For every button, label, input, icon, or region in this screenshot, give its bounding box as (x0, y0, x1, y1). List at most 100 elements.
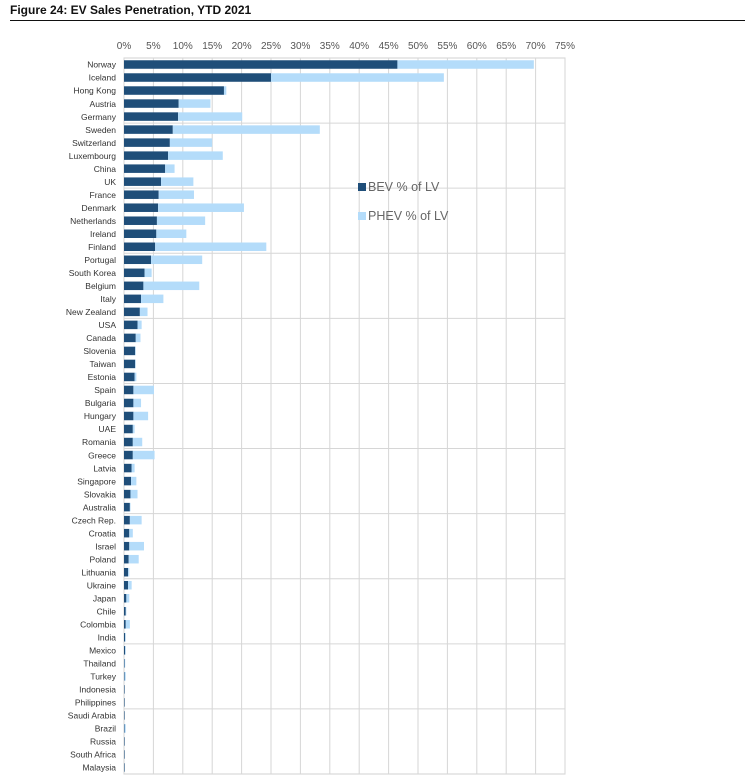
bar-bev-of-lv-indonesia (124, 685, 125, 694)
bar-bev-of-lv-netherlands (124, 216, 157, 225)
bar-bev-of-lv-malaysia (124, 763, 125, 772)
category-label-malaysia: Malaysia (82, 763, 116, 773)
category-label-australia: Australia (83, 502, 116, 512)
bar-phev-of-lv-ukraine (128, 580, 132, 590)
bar-phev-of-lv-switzerland (169, 138, 213, 147)
category-label-ireland: Ireland (90, 229, 116, 239)
bar-phev-of-lv-uk (161, 177, 194, 186)
x-tick-label-45: 45% (379, 41, 399, 52)
bar-bev-of-lv-hungary (124, 411, 134, 421)
bar-bev-of-lv-austria (124, 99, 179, 108)
category-label-netherlands: Netherlands (70, 216, 116, 226)
bar-phev-of-lv-india (125, 633, 126, 642)
bar-bev-of-lv-france (124, 190, 159, 199)
bar-phev-of-lv-luxembourg (168, 151, 223, 160)
bar-bev-of-lv-norway (124, 60, 398, 69)
legend-swatch-bev-of-lv (358, 183, 366, 191)
bar-bev-of-lv-saudi-arabia (124, 711, 125, 720)
category-label-spain: Spain (94, 385, 116, 395)
category-label-slovakia: Slovakia (84, 489, 116, 499)
bar-bev-of-lv-switzerland (124, 138, 170, 147)
category-label-lithuania: Lithuania (81, 567, 116, 577)
category-label-china: China (94, 164, 116, 174)
bar-phev-of-lv-chile (125, 607, 127, 616)
category-label-germany: Germany (81, 112, 117, 122)
category-label-belgium: Belgium (85, 281, 116, 291)
x-tick-label-15: 15% (202, 41, 222, 52)
bar-phev-of-lv-japan (126, 594, 130, 603)
category-label-new-zealand: New Zealand (66, 307, 116, 317)
bar-bev-of-lv-mexico (124, 646, 126, 655)
title-divider (10, 20, 745, 21)
bar-phev-of-lv-iceland (271, 73, 444, 82)
category-label-hungary: Hungary (84, 411, 117, 421)
bar-bev-of-lv-hong-kong (124, 86, 224, 95)
bar-bev-of-lv-belgium (124, 281, 144, 291)
x-tick-label-5: 5% (146, 41, 161, 52)
category-label-russia: Russia (90, 737, 116, 747)
bar-bev-of-lv-ireland (124, 229, 157, 238)
bar-phev-of-lv-poland (128, 554, 139, 564)
category-label-sweden: Sweden (85, 125, 116, 135)
bar-bev-of-lv-denmark (124, 203, 159, 212)
x-tick-label-25: 25% (261, 41, 281, 52)
category-label-chile: Chile (97, 606, 117, 616)
category-label-india: India (98, 633, 117, 643)
bar-bev-of-lv-croatia (124, 528, 130, 538)
bar-bev-of-lv-bulgaria (124, 398, 134, 408)
bar-phev-of-lv-spain (133, 385, 154, 395)
bar-phev-of-lv-finland (155, 242, 267, 252)
bar-phev-of-lv-latvia (131, 463, 135, 473)
category-label-south-korea: South Korea (69, 268, 117, 278)
bar-bev-of-lv-finland (124, 242, 156, 252)
category-label-philippines: Philippines (75, 698, 116, 708)
bar-phev-of-lv-brazil (124, 724, 126, 733)
bar-phev-of-lv-turkey (124, 672, 126, 681)
bar-bev-of-lv-thailand (124, 659, 125, 668)
bar-bev-of-lv-israel (124, 541, 130, 551)
bar-phev-of-lv-usa (137, 320, 142, 330)
bar-bev-of-lv-china (124, 164, 166, 173)
bar-phev-of-lv-slovakia (130, 489, 138, 499)
bar-phev-of-lv-denmark (158, 203, 244, 212)
plot-frame (123, 57, 566, 775)
category-label-hong-kong: Hong Kong (73, 86, 116, 96)
category-label-indonesia: Indonesia (79, 685, 116, 695)
category-label-colombia: Colombia (80, 619, 116, 629)
category-label-austria: Austria (90, 99, 117, 109)
bar-phev-of-lv-israel (129, 541, 144, 551)
category-label-croatia: Croatia (89, 528, 117, 538)
category-label-saudi-arabia: Saudi Arabia (68, 711, 116, 721)
figure-title: Figure 24: EV Sales Penetration, YTD 202… (10, 3, 252, 17)
bar-phev-of-lv-sweden (172, 125, 320, 134)
category-label-taiwan: Taiwan (90, 359, 117, 369)
bar-phev-of-lv-hong-kong (223, 86, 227, 95)
bar-bev-of-lv-czech-rep (124, 515, 130, 525)
bar-bev-of-lv-portugal (124, 255, 152, 265)
category-label-switzerland: Switzerland (72, 138, 116, 148)
bar-phev-of-lv-ireland (156, 229, 187, 238)
bar-phev-of-lv-china (165, 164, 175, 173)
bar-phev-of-lv-belgium (143, 281, 200, 291)
x-tick-label-35: 35% (320, 41, 340, 52)
bar-bev-of-lv-spain (124, 385, 134, 395)
bar-bev-of-lv-uk (124, 177, 162, 186)
bar-phev-of-lv-romania (132, 437, 143, 447)
bar-bev-of-lv-ukraine (124, 580, 129, 590)
category-label-greece: Greece (88, 450, 116, 460)
category-label-japan: Japan (93, 593, 116, 603)
category-label-usa: USA (99, 320, 117, 330)
bar-phev-of-lv-thailand (124, 659, 126, 668)
category-label-slovenia: Slovenia (83, 346, 116, 356)
bar-bev-of-lv-romania (124, 437, 133, 447)
bar-phev-of-lv-lithuania (128, 567, 130, 577)
bar-bev-of-lv-uae (124, 424, 133, 434)
category-label-estonia: Estonia (88, 372, 117, 382)
category-label-france: France (90, 190, 117, 200)
category-label-czech-rep: Czech Rep. (72, 515, 116, 525)
bar-bev-of-lv-italy (124, 294, 142, 304)
bar-phev-of-lv-germany (178, 112, 243, 121)
category-label-south-africa: South Africa (70, 750, 116, 760)
category-label-romania: Romania (82, 437, 116, 447)
